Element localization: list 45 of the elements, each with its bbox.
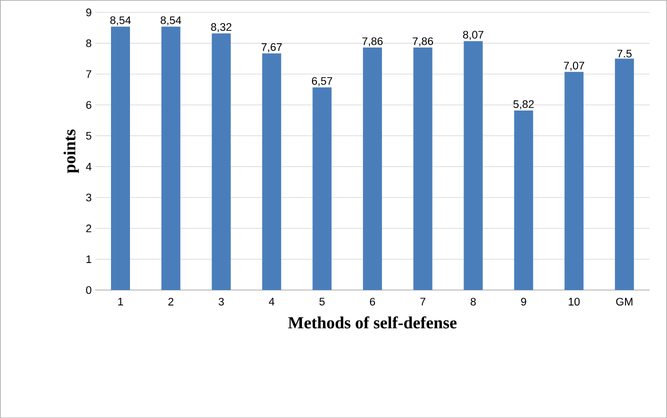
bar [564,72,584,290]
y-tick-label: 7 [86,70,92,78]
data-label: 6,57 [312,76,332,86]
data-label: 7.5 [617,50,632,58]
y-tick-label: 4 [86,162,92,170]
data-label: 7,07 [564,62,584,71]
bar [362,47,382,290]
data-label: 8,54 [110,16,131,26]
y-tick-label: 5 [86,132,92,140]
x-tick-label: 4 [268,298,274,306]
bar [212,33,231,290]
x-tick-label: 1 [118,298,123,306]
x-tick-label: 10 [568,298,580,306]
x-tick-label: 2 [168,298,174,306]
y-tick-label: 6 [86,100,92,109]
data-label: 7,67 [262,43,282,52]
y-tick-label: 1 [86,255,92,263]
x-tick-label: 7 [420,298,426,306]
y-tick-label: 0 [86,286,92,294]
x-tick-label: GM [616,298,632,306]
bar [110,26,130,290]
x-axis-title: Methods of self-defense [288,316,457,328]
data-label: 8,54 [160,16,182,26]
bar [262,53,282,290]
bar [312,87,332,290]
y-tick-label: 3 [86,193,92,202]
x-tick-label: 3 [218,298,224,306]
x-tick-label: 9 [521,298,526,306]
data-label: 8,32 [211,23,232,32]
data-label: 8,07 [463,30,484,40]
bar [413,47,432,290]
y-tick-label: 2 [86,224,92,232]
x-tick-label: 6 [370,298,376,306]
x-tick-label: 8 [470,298,476,306]
bar [514,110,534,290]
data-label: 7,86 [412,37,434,46]
bar [614,58,634,290]
y-tick-label: 8 [86,39,92,47]
y-axis-title: points [64,129,79,173]
y-tick-label: 9 [86,8,92,16]
bar [464,40,483,290]
data-label: 7,86 [362,37,383,46]
data-label: 5,82 [513,100,534,110]
bar [161,26,180,290]
x-tick-label: 5 [319,298,325,306]
